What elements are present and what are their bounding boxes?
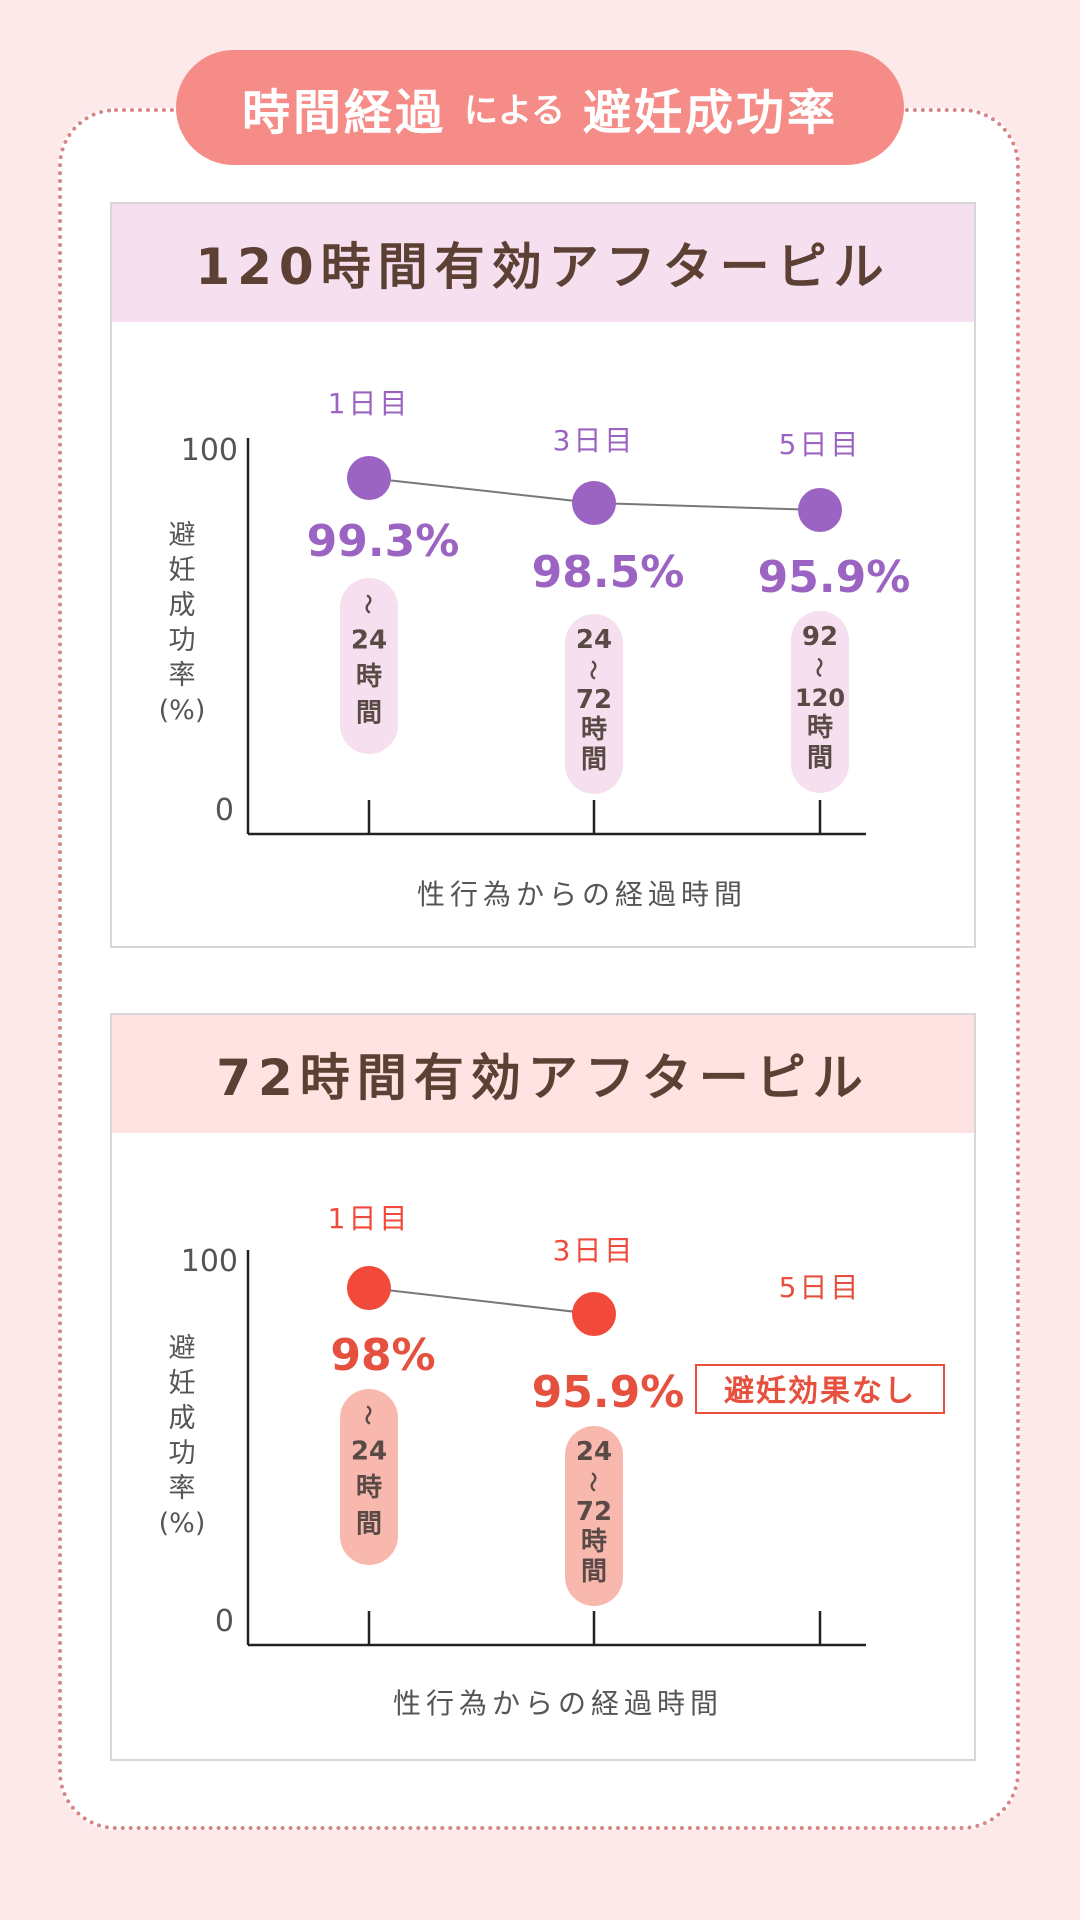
value-label: 95.9% (532, 1367, 685, 1418)
value-label: 98% (330, 1330, 435, 1381)
range-text: 時 (807, 713, 833, 743)
range-badge (340, 578, 398, 754)
range-text: 間 (581, 745, 607, 775)
range-text: 〜 (581, 1472, 605, 1492)
range-text: 24 (351, 1437, 387, 1467)
day-label: 5日目 (779, 1271, 862, 1304)
range-text: 時 (581, 1527, 607, 1557)
title-part-1: 時間経過 (241, 84, 446, 141)
y-tick-label-100: 100 (181, 433, 238, 468)
panel-title-120h: 120時間有効アフターピル (112, 204, 974, 322)
value-label: 98.5% (532, 547, 685, 598)
range-text: 時 (581, 715, 607, 745)
title-part-2: による (464, 91, 565, 131)
chart-120h: 1000避妊成功率(%)性行為からの経過時間1日目99.3%〜24時間3日目98… (159, 387, 911, 911)
range-text: 24 (576, 625, 612, 655)
no-effect-label: 避妊効果なし (724, 1374, 916, 1409)
data-point (572, 481, 616, 525)
x-axis-label: 性行為からの経過時間 (417, 878, 747, 911)
range-text: 〜 (581, 660, 605, 680)
no-effect-box (695, 1364, 945, 1414)
range-text: 間 (356, 699, 382, 729)
y-axis-label-char: 功 (169, 1438, 196, 1469)
y-tick-label-0: 0 (215, 1604, 234, 1639)
panel-title-72h: 72時間有効アフターピル (112, 1015, 974, 1133)
day-label: 5日目 (779, 428, 862, 461)
data-point (347, 1266, 391, 1310)
value-label: 95.9% (758, 552, 911, 603)
chart-72h: 1000避妊成功率(%)性行為からの経過時間1日目98%〜24時間3日目95.9… (159, 1202, 945, 1720)
y-axis-label-char: 妊 (169, 1368, 196, 1399)
data-point (347, 456, 391, 500)
y-axis-label-char: 成 (169, 590, 196, 621)
y-tick-label-100: 100 (181, 1244, 238, 1279)
range-badge (340, 1389, 398, 1565)
day-label: 3日目 (553, 1234, 636, 1267)
series-line (368, 1287, 595, 1315)
range-text: 間 (807, 744, 833, 774)
panel-72h-pill: 72時間有効アフターピル 100 0 避妊成功率 (%) 性行為からの経過時間 1日目 98… (110, 1013, 976, 1761)
range-text: 24 (351, 626, 387, 656)
range-text: 〜 (807, 657, 831, 677)
range-text: 〜 (356, 594, 380, 614)
y-axis-label-char: 避 (169, 1333, 196, 1364)
day-label: 1日目 (328, 1202, 411, 1235)
value-label: 99.3% (307, 516, 460, 567)
y-axis-label-char: 率 (169, 1473, 196, 1504)
x-axis-label: 性行為からの経過時間 (393, 1687, 723, 1720)
range-text: 時 (356, 1473, 382, 1503)
y-axis-label-char: (%) (159, 1508, 206, 1539)
range-text: 24 (576, 1437, 612, 1467)
range-text: 間 (581, 1557, 607, 1587)
y-axis-label-char: 避 (169, 520, 196, 551)
range-text: 間 (356, 1510, 382, 1540)
range-badge (565, 614, 623, 794)
range-text: 〜 (356, 1405, 380, 1425)
day-label: 3日目 (553, 424, 636, 457)
range-text: 時 (356, 662, 382, 692)
panel-120h-pill: 120時間有効アフターピル 100 0 避妊成功率 (%) 性行為からの経過時間 1日目 9… (110, 202, 976, 948)
day-label: 1日目 (328, 387, 411, 420)
range-badge (565, 1426, 623, 1606)
data-point (798, 488, 842, 532)
y-axis-label-char: 妊 (169, 555, 196, 586)
y-tick-label-0: 0 (215, 793, 234, 828)
y-axis-label-char: 率 (169, 660, 196, 691)
range-text: 72 (576, 685, 612, 715)
range-text: 120 (795, 684, 845, 712)
title-part-3: 避妊成功率 (582, 84, 838, 141)
main-title: 時間経過 による 避妊成功率 (176, 50, 904, 165)
range-text: 92 (802, 622, 838, 652)
range-badge (791, 611, 849, 793)
range-text: 72 (576, 1497, 612, 1527)
y-axis-label-char: 功 (169, 625, 196, 656)
y-axis-label-char: (%) (159, 695, 206, 726)
y-axis-label-char: 成 (169, 1403, 196, 1434)
data-point (572, 1292, 616, 1336)
